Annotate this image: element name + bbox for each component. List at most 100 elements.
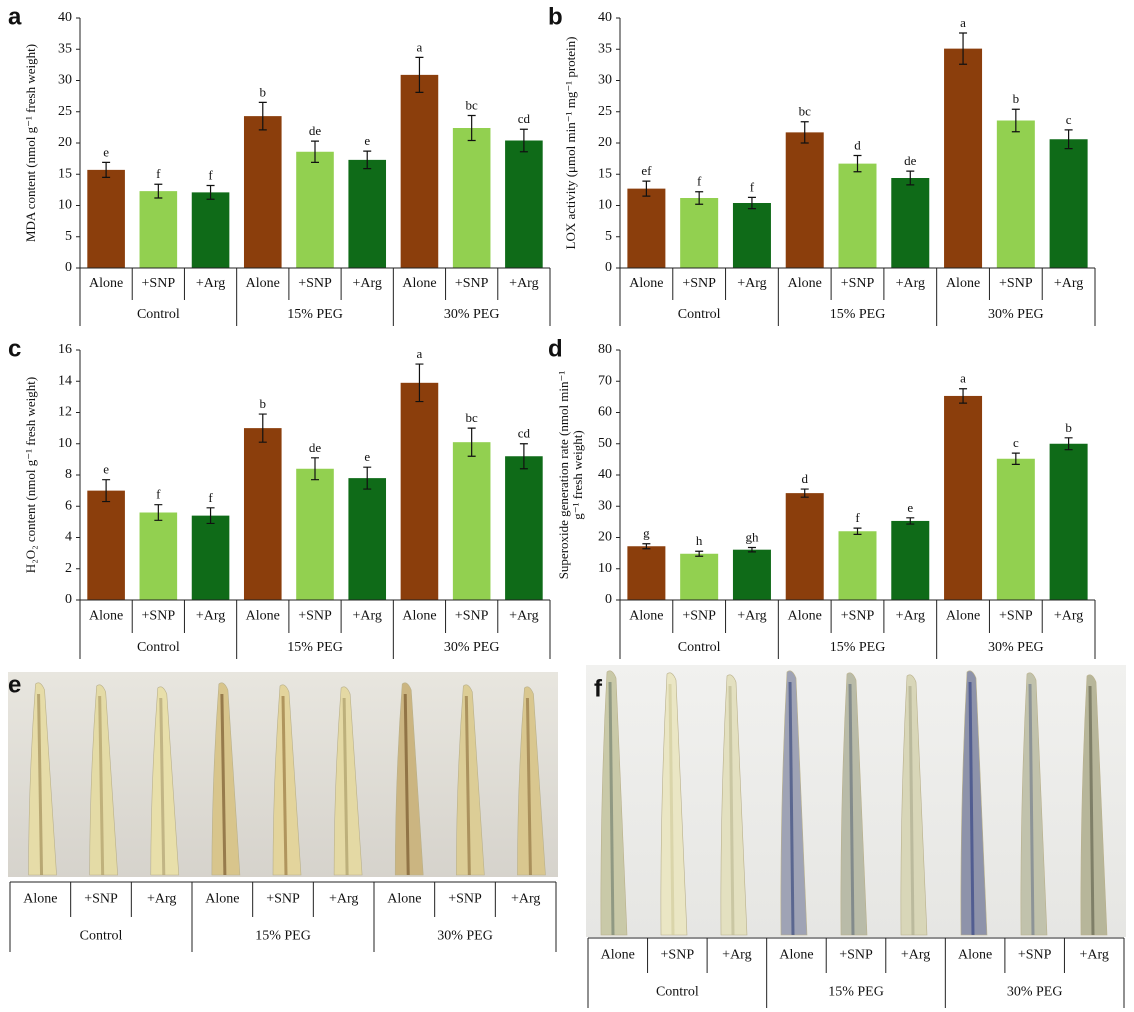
group-label: 15% PEG <box>830 307 886 322</box>
y-tick-label: 20 <box>598 530 612 545</box>
bar <box>140 513 178 601</box>
panel-label: a <box>8 3 22 30</box>
y-tick-label: 6 <box>65 498 72 513</box>
panel-label: e <box>8 671 21 698</box>
significance-letter: f <box>156 166 161 181</box>
y-axis-label: LOX activity (μmol min⁻¹ mg⁻¹ protein) <box>563 37 578 250</box>
group-label: 30% PEG <box>437 929 493 944</box>
y-axis-label: Superoxide generation rate (nmol min⁻¹ <box>556 371 571 580</box>
significance-letter: bc <box>466 97 479 112</box>
figure: aMDA content (nmol g⁻¹ fresh weight)0510… <box>0 0 1134 1012</box>
x-tick-label: Alone <box>387 892 421 907</box>
significance-letter: a <box>960 15 966 30</box>
y-tick-label: 25 <box>598 104 612 119</box>
significance-letter: c <box>1013 435 1019 450</box>
x-tick-label: +Arg <box>329 892 358 907</box>
significance-letter: a <box>417 346 423 361</box>
bar <box>733 550 771 600</box>
significance-letter: f <box>208 490 213 505</box>
bar <box>348 160 386 268</box>
y-tick-label: 60 <box>598 405 612 420</box>
x-tick-label: +SNP <box>682 276 716 291</box>
x-tick-label: Alone <box>629 609 663 624</box>
group-label: Control <box>137 640 180 655</box>
bar <box>944 49 982 268</box>
significance-letter: e <box>364 133 370 148</box>
significance-letter: a <box>960 371 966 386</box>
bar <box>733 203 771 268</box>
x-tick-label: Alone <box>601 948 635 963</box>
group-label: 15% PEG <box>255 929 311 944</box>
significance-letter: f <box>156 487 161 502</box>
y-tick-label: 14 <box>58 373 72 388</box>
y-tick-label: 0 <box>65 260 72 275</box>
x-tick-label: +Arg <box>737 609 766 624</box>
y-tick-label: 30 <box>58 73 72 88</box>
bar <box>891 178 929 268</box>
x-tick-label: +SNP <box>298 609 332 624</box>
group-label: Control <box>678 640 721 655</box>
bar <box>1050 444 1088 600</box>
significance-letter: gh <box>745 529 759 544</box>
significance-letter: a <box>417 39 423 54</box>
significance-letter: ef <box>641 163 652 178</box>
significance-letter: b <box>260 396 267 411</box>
y-tick-label: 10 <box>58 198 72 213</box>
x-tick-label: +Arg <box>353 276 382 291</box>
bar <box>680 198 718 268</box>
x-tick-label: +SNP <box>142 276 176 291</box>
bar <box>296 152 334 268</box>
y-tick-label: 35 <box>598 41 612 56</box>
significance-letter: e <box>103 462 109 477</box>
group-label: Control <box>656 985 699 1000</box>
bar <box>244 116 282 268</box>
bar <box>348 478 386 600</box>
x-tick-label: +Arg <box>509 276 538 291</box>
x-tick-label: +SNP <box>999 276 1033 291</box>
group-label: Control <box>80 929 123 944</box>
x-tick-label: +SNP <box>661 948 695 963</box>
x-tick-label: Alone <box>629 276 663 291</box>
group-label: 30% PEG <box>444 307 500 322</box>
bar <box>627 189 665 268</box>
bar <box>786 493 824 600</box>
group-label: 30% PEG <box>988 640 1044 655</box>
significance-letter: f <box>697 174 702 189</box>
bar <box>680 554 718 600</box>
x-tick-label: Alone <box>246 276 280 291</box>
x-tick-label: +Arg <box>511 892 540 907</box>
x-tick-label: +SNP <box>839 948 873 963</box>
y-tick-label: 30 <box>598 73 612 88</box>
x-tick-label: +SNP <box>682 609 716 624</box>
significance-letter: de <box>309 440 322 455</box>
group-label: 15% PEG <box>287 307 343 322</box>
significance-letter: b <box>1065 420 1072 435</box>
significance-letter: cd <box>518 426 531 441</box>
significance-letter: b <box>260 84 267 99</box>
x-tick-label: +SNP <box>84 892 118 907</box>
x-tick-label: +Arg <box>196 276 225 291</box>
y-tick-label: 10 <box>598 198 612 213</box>
group-label: 15% PEG <box>830 640 886 655</box>
significance-letter: g <box>643 526 650 541</box>
y-axis-label: H₂O₂ content (nmol g⁻¹ fresh weight) <box>23 377 38 573</box>
x-tick-label: +Arg <box>196 609 225 624</box>
y-axis-label: MDA content (nmol g⁻¹ fresh weight) <box>23 44 38 242</box>
bar <box>192 192 230 268</box>
y-tick-label: 0 <box>65 592 72 607</box>
significance-letter: e <box>103 144 109 159</box>
x-tick-label: +SNP <box>448 892 482 907</box>
y-tick-label: 16 <box>58 342 72 357</box>
y-tick-label: 35 <box>58 41 72 56</box>
x-tick-label: +SNP <box>1018 948 1052 963</box>
x-tick-label: +SNP <box>455 276 489 291</box>
bar <box>87 491 125 600</box>
significance-letter: h <box>696 533 703 548</box>
x-tick-label: Alone <box>246 609 280 624</box>
x-tick-label: +Arg <box>1054 276 1083 291</box>
x-tick-label: Alone <box>23 892 57 907</box>
x-tick-label: +Arg <box>509 609 538 624</box>
bar <box>997 459 1035 600</box>
x-tick-label: Alone <box>402 276 436 291</box>
significance-letter: de <box>309 123 322 138</box>
